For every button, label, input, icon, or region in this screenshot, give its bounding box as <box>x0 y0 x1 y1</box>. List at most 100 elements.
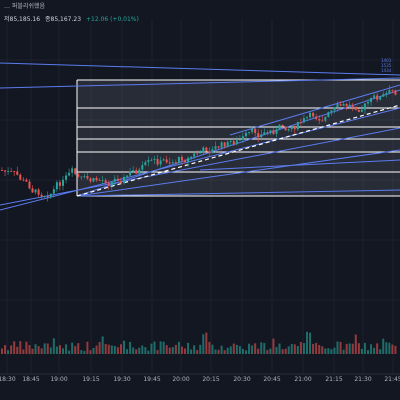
candle-body <box>275 129 278 134</box>
trend-line <box>199 159 400 171</box>
volume-bar <box>205 332 208 354</box>
volume-bar <box>68 350 71 354</box>
candle-body <box>324 116 327 121</box>
volume-bar <box>220 345 223 354</box>
candle-body <box>306 117 308 119</box>
volume-bar <box>330 349 333 354</box>
candle-body <box>180 157 183 161</box>
candle-body <box>55 182 58 190</box>
candle-body <box>293 126 296 130</box>
trend-line <box>229 84 400 136</box>
time-axis[interactable]: 18:30 18:45 19:00 19:15 19:30 19:45 20:00 20:15… <box>0 374 400 400</box>
volume-bar <box>25 341 28 354</box>
volume-bar <box>202 334 205 354</box>
candle-body <box>19 174 22 180</box>
candle-body <box>7 171 10 172</box>
volume-bar <box>135 349 138 354</box>
volume-bar <box>302 343 305 354</box>
candle-body <box>196 153 199 155</box>
volume-bar <box>345 343 348 354</box>
volume-bar <box>232 343 235 354</box>
candle-body <box>34 189 37 193</box>
volume-bar <box>28 344 31 354</box>
candle-body <box>394 90 397 95</box>
candle-body <box>62 179 64 186</box>
candle-body <box>199 152 202 154</box>
volume-bar <box>74 346 77 354</box>
candle-body <box>177 157 180 163</box>
candle-body <box>391 90 394 91</box>
candle-body <box>135 170 138 174</box>
candle-body <box>107 183 110 186</box>
time-tick-label: 21:15 <box>325 376 343 383</box>
volume-bar <box>214 349 217 354</box>
volume-bar <box>339 341 342 354</box>
volume-bar <box>348 343 351 354</box>
candle-body <box>83 175 86 177</box>
volume-bar <box>40 348 43 354</box>
volume-bar <box>315 342 318 354</box>
candle-body <box>110 181 113 186</box>
candle-body <box>342 103 345 106</box>
candle-body <box>376 95 379 100</box>
candle-body <box>10 171 13 172</box>
candle-body <box>241 136 244 140</box>
chart-title: … 퍼블리쉬했음 <box>4 3 46 10</box>
candle-body <box>287 129 290 131</box>
candle-body <box>363 103 366 110</box>
candle-body <box>235 140 238 145</box>
candle-body <box>348 104 351 107</box>
volume-bar <box>376 343 379 354</box>
volume-bar <box>95 345 98 354</box>
volume-bar <box>113 345 116 354</box>
volume-bar <box>168 347 171 354</box>
candle-body <box>74 168 77 175</box>
volume-bar <box>367 350 369 354</box>
candle-body <box>254 128 257 134</box>
candle-body <box>266 132 269 134</box>
volume-bar <box>370 344 373 354</box>
volume-bar <box>196 350 199 354</box>
candle-body <box>68 172 71 176</box>
volume-bar <box>58 345 61 354</box>
candle-body <box>336 104 339 108</box>
volume-bar <box>98 342 101 354</box>
volume-bar <box>241 348 244 354</box>
candle-body <box>132 170 135 172</box>
volume-bar <box>284 348 287 354</box>
volume-bar <box>46 343 49 354</box>
volume-bar <box>324 348 327 354</box>
volume-bar <box>119 344 122 354</box>
candle-body <box>214 146 217 150</box>
volume-bar <box>116 347 119 354</box>
candle-body <box>126 175 129 177</box>
volume-bar <box>318 345 321 354</box>
candle-body <box>86 175 89 179</box>
candle-body <box>13 171 16 172</box>
volume-bar <box>16 346 19 354</box>
volume-bar <box>272 338 275 354</box>
volume-bar <box>251 345 254 354</box>
time-tick-label: 21:45 <box>384 376 400 383</box>
volume-bar <box>7 350 10 354</box>
trend-line <box>76 149 400 197</box>
candle-body <box>159 160 162 165</box>
volume-bar <box>379 349 382 354</box>
candle-body <box>373 95 376 98</box>
candle-body <box>388 90 391 94</box>
volume-bar <box>266 350 269 354</box>
time-tick-label: 19:45 <box>143 376 161 383</box>
volume-bar <box>1 348 3 354</box>
time-tick-label: 20:00 <box>172 376 190 383</box>
trend-line <box>76 189 400 197</box>
time-tick-label: 21:30 <box>354 376 372 383</box>
volume-bar <box>199 344 202 354</box>
volume-bar <box>31 348 34 354</box>
volume-bar <box>229 346 232 354</box>
volume-bar <box>126 349 129 354</box>
candle-body <box>193 153 196 157</box>
candle-body <box>263 132 266 135</box>
volume-bar <box>342 349 345 354</box>
volume-bar <box>193 345 196 354</box>
